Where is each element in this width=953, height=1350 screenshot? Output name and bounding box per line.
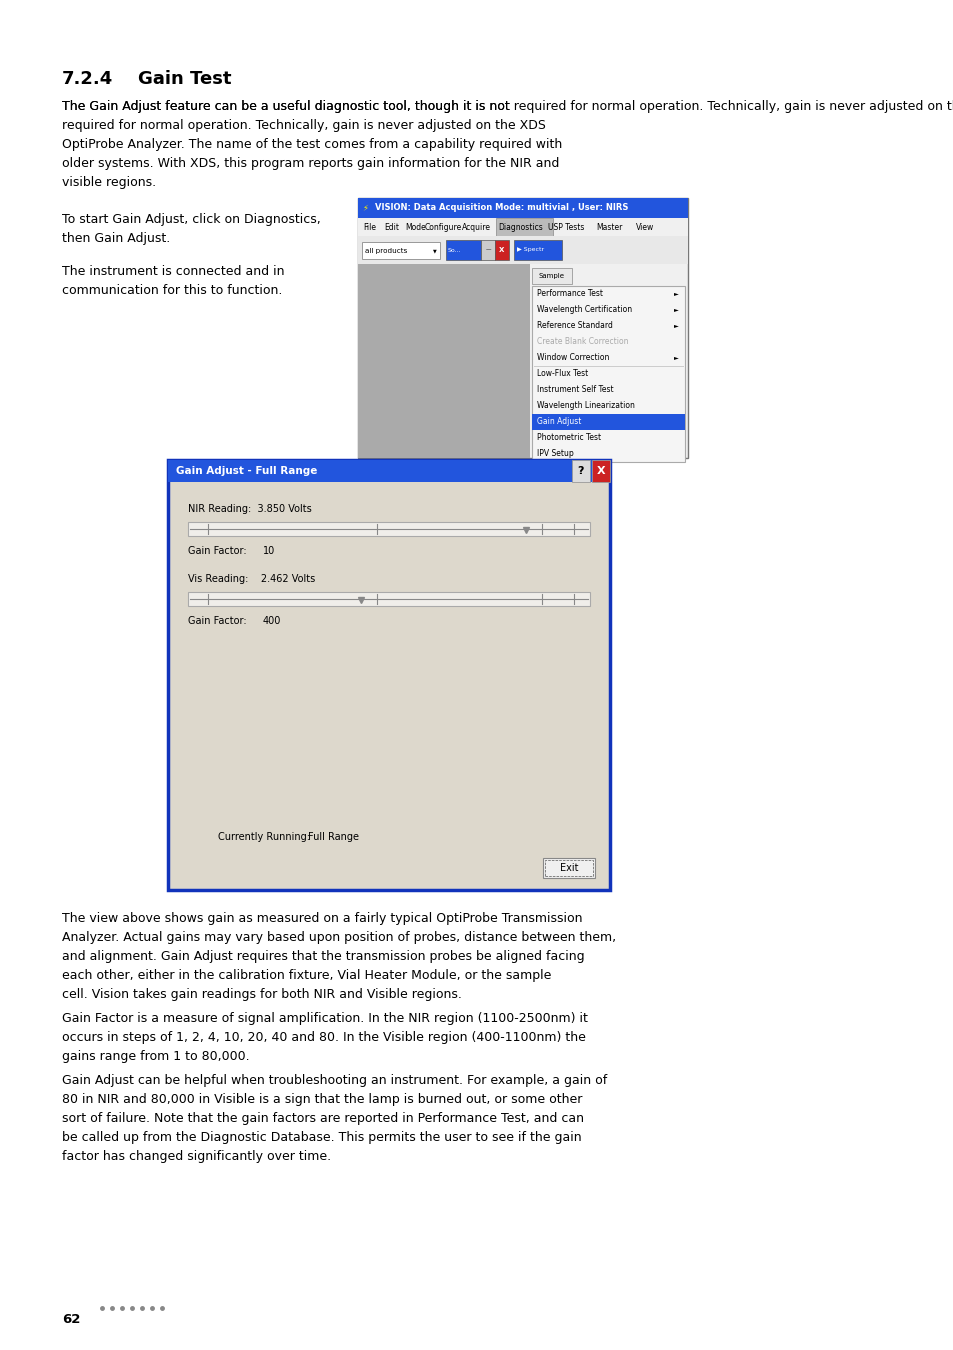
Text: File: File (363, 223, 375, 231)
Bar (544, 860, 593, 876)
Text: Gain Factor:: Gain Factor: (188, 616, 247, 626)
Text: Wavelength Certification: Wavelength Certification (536, 305, 631, 315)
Bar (572, 460, 589, 482)
Text: Wavelength Linearization: Wavelength Linearization (536, 401, 634, 410)
Text: 400: 400 (263, 616, 281, 626)
Bar (592, 460, 609, 482)
Bar (188, 522, 589, 536)
Text: Vis Reading:    2.462 Volts: Vis Reading: 2.462 Volts (188, 574, 314, 585)
Text: Gain Test: Gain Test (138, 70, 232, 88)
Text: all products: all products (365, 247, 407, 254)
Text: 7.2.4: 7.2.4 (62, 70, 113, 88)
Text: Gain Adjust - Full Range: Gain Adjust - Full Range (175, 466, 317, 477)
Text: Gain Adjust: Gain Adjust (536, 417, 580, 427)
Text: ▶ Spectr: ▶ Spectr (517, 247, 543, 252)
Text: ►: ► (674, 292, 679, 297)
Text: ►: ► (674, 308, 679, 312)
Bar (188, 593, 589, 606)
Bar (531, 269, 571, 284)
Text: USP Tests: USP Tests (547, 223, 584, 231)
Text: The view above shows gain as measured on a fairly typical OptiProbe Transmission: The view above shows gain as measured on… (62, 913, 616, 1000)
Text: Window Correction: Window Correction (536, 354, 608, 363)
Text: To start Gain Adjust, click on Diagnostics,
then Gain Adjust.: To start Gain Adjust, click on Diagnosti… (62, 213, 320, 244)
Text: Sample: Sample (538, 273, 564, 279)
Text: View: View (636, 223, 654, 231)
Text: Photometric Test: Photometric Test (536, 433, 600, 443)
Bar (542, 859, 595, 878)
Text: Full Range: Full Range (308, 832, 358, 842)
Text: ⚡: ⚡ (361, 204, 368, 212)
Bar (531, 414, 684, 431)
Text: ▼: ▼ (433, 248, 436, 252)
Text: 10: 10 (263, 545, 275, 556)
Bar (357, 265, 529, 458)
Bar (168, 460, 609, 482)
Text: Exit: Exit (559, 863, 578, 873)
Text: Create Blank Correction: Create Blank Correction (536, 338, 627, 347)
Text: Currently Running:: Currently Running: (218, 832, 310, 842)
Text: So...: So... (448, 247, 461, 252)
Text: 62: 62 (62, 1314, 80, 1326)
Bar (446, 240, 480, 261)
Bar (496, 217, 553, 236)
Bar (531, 286, 684, 462)
Text: Performance Test: Performance Test (536, 289, 602, 298)
Text: Instrument Self Test: Instrument Self Test (536, 386, 613, 394)
Text: Acquire: Acquire (461, 223, 491, 231)
Text: Reference Standard: Reference Standard (536, 321, 612, 331)
Text: IPV Setup: IPV Setup (536, 450, 573, 459)
Text: Low-Flux Test: Low-Flux Test (536, 370, 587, 378)
Text: X: X (498, 247, 504, 252)
Text: Gain Factor is a measure of signal amplification. In the NIR region (1100-2500nm: Gain Factor is a measure of signal ampli… (62, 1012, 587, 1062)
Bar (480, 240, 495, 261)
Text: ?: ? (578, 466, 583, 477)
Text: Configure: Configure (424, 223, 462, 231)
Text: VISION: Data Acquisition Mode: multivial , User: NIRS: VISION: Data Acquisition Mode: multivial… (375, 204, 628, 212)
Bar (357, 217, 687, 236)
Bar (357, 198, 687, 217)
Text: ►: ► (674, 355, 679, 360)
Bar (495, 240, 509, 261)
Text: Diagnostics: Diagnostics (497, 223, 542, 231)
Text: Mode: Mode (405, 223, 425, 231)
Text: NIR Reading:  3.850 Volts: NIR Reading: 3.850 Volts (188, 504, 312, 514)
Text: —: — (485, 247, 490, 252)
Text: X: X (596, 466, 604, 477)
Text: The Gain Adjust feature can be a useful diagnostic tool, though it is not requir: The Gain Adjust feature can be a useful … (62, 100, 953, 113)
Text: Edit: Edit (384, 223, 398, 231)
Text: The instrument is connected and in
communication for this to function.: The instrument is connected and in commu… (62, 265, 284, 297)
Text: The Gain Adjust feature can be a useful diagnostic tool, though it is not
requir: The Gain Adjust feature can be a useful … (62, 100, 561, 189)
Text: Gain Adjust can be helpful when troubleshooting an instrument. For example, a ga: Gain Adjust can be helpful when troubles… (62, 1075, 607, 1162)
Text: Master: Master (596, 223, 621, 231)
Bar (357, 236, 687, 265)
Bar (357, 198, 687, 458)
Bar (168, 460, 609, 890)
Bar (514, 240, 561, 261)
Text: Gain Factor:: Gain Factor: (188, 545, 247, 556)
Bar (361, 242, 439, 259)
Text: ►: ► (674, 324, 679, 328)
